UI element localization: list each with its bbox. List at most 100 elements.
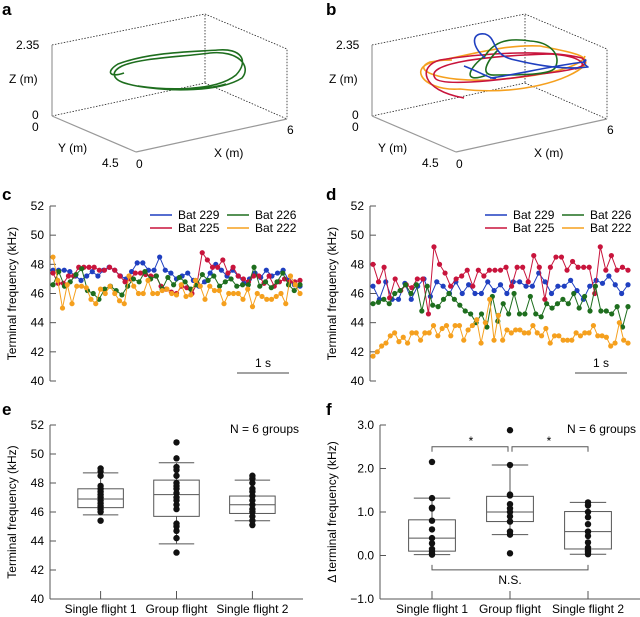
y-tick-max: 4.5 [102, 156, 119, 170]
data-point [606, 273, 612, 279]
data-point [235, 290, 241, 297]
data-point [207, 283, 213, 289]
y-tick-min: 0 [32, 120, 39, 134]
data-point [491, 287, 497, 294]
box-edge [371, 82, 526, 117]
data-point [140, 260, 146, 266]
data-point [230, 290, 237, 297]
data-point [262, 279, 269, 285]
data-point [564, 337, 571, 343]
panel-label-e: e [2, 400, 11, 419]
data-point [249, 485, 256, 492]
z-tick-min: 0 [352, 108, 359, 122]
y-tick-label: 44 [31, 534, 45, 548]
data-point [530, 322, 536, 329]
data-point [202, 296, 208, 302]
significance-bracket [511, 446, 589, 452]
data-point [553, 254, 559, 260]
data-point [503, 264, 509, 270]
y-tick-label: 50 [351, 228, 365, 242]
data-point [435, 333, 441, 339]
data-point [511, 290, 517, 297]
legend-label: Bat 225 [178, 221, 220, 235]
data-point [102, 286, 108, 292]
data-point [508, 283, 515, 289]
data-point [257, 283, 263, 289]
data-point [151, 267, 157, 273]
data-point [173, 455, 180, 462]
data-point [268, 285, 274, 291]
data-point [370, 301, 376, 307]
y-tick-label: 52 [31, 199, 45, 213]
data-point [565, 301, 571, 307]
panel-label-c: c [2, 185, 11, 204]
data-point [83, 285, 89, 291]
z-axis-label: Z (m) [329, 72, 358, 86]
data-point [609, 311, 615, 317]
data-point [65, 273, 72, 279]
data-point [116, 298, 123, 304]
data-point [297, 277, 303, 283]
data-point [474, 317, 480, 323]
data-point [436, 261, 443, 267]
data-point [506, 491, 514, 498]
data-point [486, 267, 493, 273]
y-axis-label: Terminal frequency (kHz) [325, 227, 339, 360]
legend-label: Bat 226 [255, 208, 297, 222]
y-tick-label: 42 [31, 345, 45, 359]
data-point [392, 290, 398, 297]
data-point [603, 334, 609, 340]
data-point [529, 283, 535, 289]
data-point [245, 282, 251, 288]
data-point [145, 277, 151, 283]
data-point [375, 299, 382, 305]
data-point [459, 273, 465, 279]
data-point [137, 270, 144, 276]
data-point [547, 340, 553, 346]
data-point [584, 528, 592, 535]
data-point [273, 293, 279, 300]
data-point [97, 286, 104, 292]
data-point [525, 279, 531, 285]
data-point [430, 302, 436, 308]
data-point [428, 504, 436, 511]
legend-label: Bat 222 [255, 221, 297, 235]
y-tick-label: 40 [351, 374, 365, 388]
data-point [381, 296, 387, 302]
data-point [504, 290, 510, 297]
y-axis-label: Δ terminal frequency (kHz) [325, 441, 339, 582]
y-tick-label: 52 [351, 199, 365, 213]
data-point [209, 264, 216, 270]
data-point [482, 320, 488, 326]
data-point [612, 340, 618, 346]
legend-label: Bat 226 [590, 208, 632, 222]
data-point [470, 283, 476, 289]
data-point [612, 282, 618, 288]
data-point [621, 337, 627, 343]
data-point [397, 287, 403, 294]
data-point [107, 264, 113, 270]
data-point [491, 337, 497, 343]
data-point [254, 290, 260, 297]
data-point [188, 292, 194, 298]
data-point [542, 279, 548, 285]
data-point [221, 301, 227, 307]
data-point [564, 267, 570, 273]
data-point [506, 518, 514, 525]
data-point [182, 279, 188, 285]
data-point [132, 270, 138, 276]
y-axis-label: Terminal frequency (kHz) [5, 445, 19, 578]
data-point [452, 322, 458, 329]
data-point [534, 330, 540, 336]
box-edge [371, 13, 608, 119]
data-point [558, 254, 565, 260]
data-point [199, 271, 205, 278]
data-point [67, 269, 73, 275]
data-point [235, 273, 241, 279]
data-point [419, 308, 425, 314]
data-point [392, 330, 398, 336]
data-point [240, 276, 246, 282]
x-axis [455, 118, 608, 153]
data-point [451, 296, 457, 302]
